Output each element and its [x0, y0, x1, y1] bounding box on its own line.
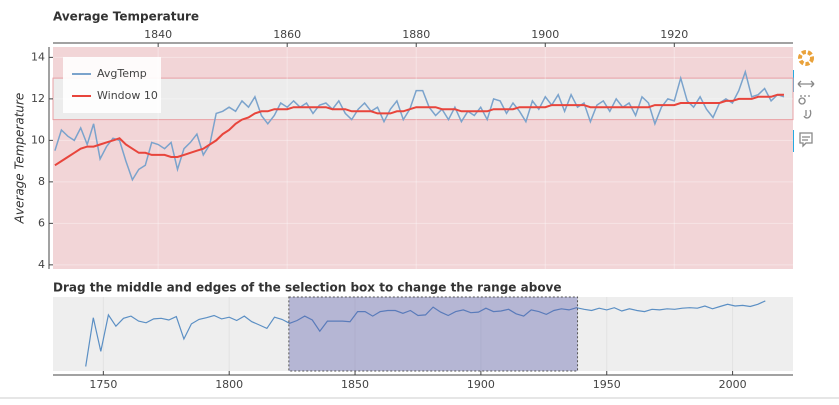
- range-selection[interactable]: [288, 296, 579, 372]
- y-tick-label: 12: [31, 92, 45, 105]
- main-title: Average Temperature: [53, 10, 199, 24]
- x-tick-label: 1920: [660, 28, 688, 41]
- x-tick-label: 1860: [273, 28, 301, 41]
- x-wheel-zoom-tool[interactable]: [798, 97, 812, 119]
- y-tick-label: 14: [31, 50, 45, 63]
- plot-lines: [54, 69, 785, 182]
- x-tick-label: 2000: [719, 378, 747, 391]
- x-tick-label: 1900: [531, 28, 559, 41]
- legend-label: Window 10: [97, 89, 158, 102]
- y-tick-label: 8: [38, 175, 45, 188]
- y-tick-label: 10: [31, 133, 45, 146]
- plot-lines: [85, 300, 766, 367]
- toolbar: [792, 50, 815, 152]
- series-line: [54, 93, 784, 167]
- y-tick-label: 4: [38, 258, 45, 271]
- x-tick-label: 1800: [215, 378, 243, 391]
- x-tick-label: 1750: [89, 378, 117, 391]
- x-tick-label: 1840: [144, 28, 172, 41]
- y-tick-label: 6: [38, 216, 45, 229]
- x-tick-label: 1950: [593, 378, 621, 391]
- legend: AvgTemp Window 10: [63, 57, 161, 113]
- x-pan-tool[interactable]: [797, 80, 815, 88]
- x-tick-label: 1880: [402, 28, 430, 41]
- x-tick-label: 1850: [341, 378, 369, 391]
- overview-line: [85, 300, 766, 367]
- x-tick-label: 1900: [467, 378, 495, 391]
- range-title: Drag the middle and edges of the selecti…: [53, 281, 562, 295]
- logo[interactable]: [798, 50, 814, 66]
- hover-tool[interactable]: [799, 132, 813, 148]
- legend-label: AvgTemp: [97, 67, 147, 80]
- legend-box: [63, 57, 161, 113]
- y-axis-label: Average Temperature: [13, 93, 27, 225]
